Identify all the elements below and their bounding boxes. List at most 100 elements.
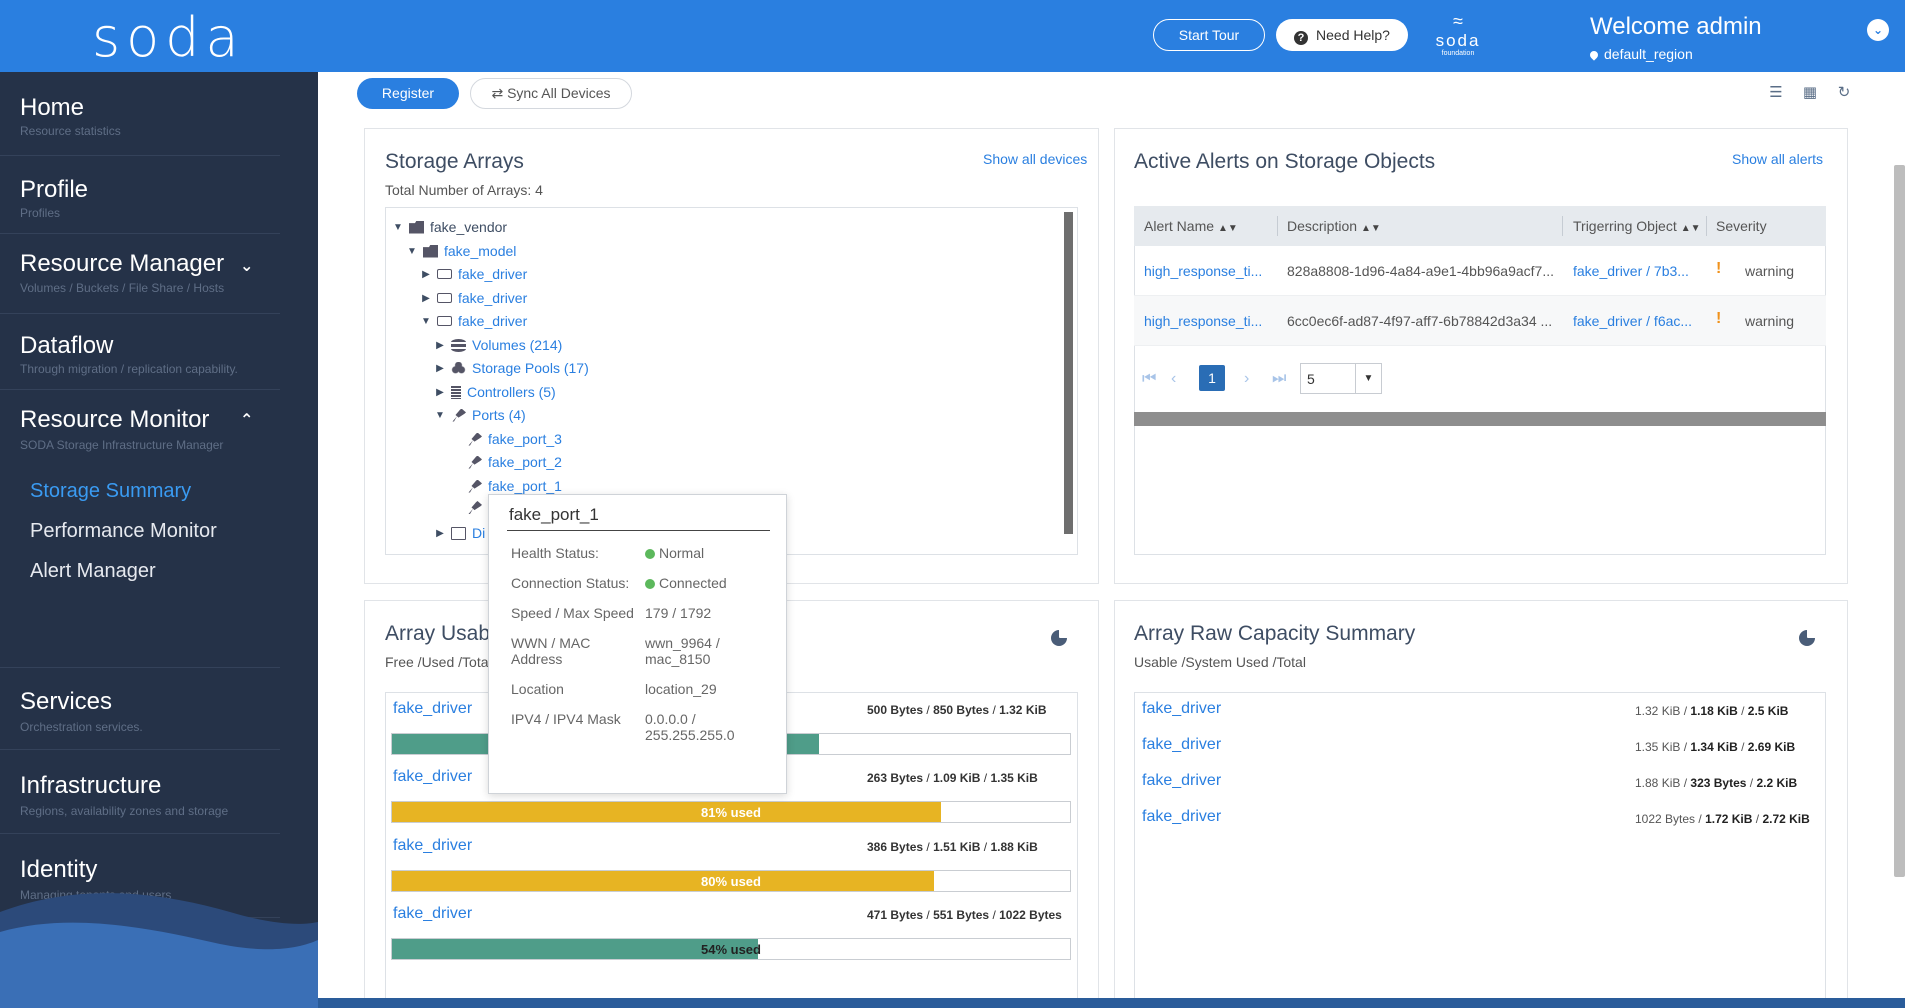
- usage-driver-link[interactable]: fake_driver: [393, 768, 473, 785]
- alert-name[interactable]: high_response_ti...: [1144, 313, 1263, 329]
- sync-all-devices-button[interactable]: ⇄ Sync All Devices: [470, 78, 632, 109]
- sync-label: Sync All Devices: [507, 85, 611, 101]
- tree-node-port[interactable]: fake_port_3: [467, 431, 562, 447]
- table-horizontal-scrollbar[interactable]: [1134, 412, 1826, 426]
- raw-driver-link[interactable]: fake_driver: [1142, 772, 1222, 789]
- usage-driver-link[interactable]: fake_driver: [393, 700, 473, 717]
- pie-chart-icon[interactable]: [1051, 630, 1067, 646]
- bottom-strip: [318, 998, 1905, 1008]
- raw-driver-link[interactable]: fake_driver: [1142, 736, 1222, 753]
- table-row[interactable]: high_response_ti... 828a8808-1d96-4a84-a…: [1134, 246, 1826, 296]
- raw-driver-link[interactable]: fake_driver: [1142, 700, 1222, 717]
- caret-down-icon[interactable]: ▼: [393, 221, 403, 233]
- page-size-select[interactable]: 5 ▼: [1300, 363, 1382, 394]
- tree-node-ports[interactable]: ▼ Ports (4): [435, 407, 526, 423]
- caret-right-icon[interactable]: ▶: [436, 362, 444, 374]
- first-page-icon[interactable]: ⏮: [1142, 370, 1157, 387]
- tree-node-port[interactable]: [467, 501, 482, 514]
- sidebar-item-infrastructure[interactable]: Infrastructure Regions, availability zon…: [0, 750, 280, 834]
- usage-free: 263 Bytes: [867, 771, 924, 785]
- tree-node-controllers[interactable]: ▶ Controllers (5): [435, 384, 556, 400]
- plug-icon: [452, 408, 466, 422]
- start-tour-button[interactable]: Start Tour: [1153, 19, 1265, 51]
- sidebar-item-resource-monitor[interactable]: Resource Monitor ⌃ SODA Storage Infrastr…: [0, 390, 280, 668]
- need-help-button[interactable]: ? Need Help?: [1276, 19, 1408, 51]
- prev-page-icon[interactable]: ‹: [1171, 370, 1177, 387]
- tree-label: Storage Pools (17): [472, 360, 589, 376]
- caret-right-icon[interactable]: ▶: [422, 292, 430, 304]
- sidebar-item-resource-manager[interactable]: Resource Manager ⌄ Volumes / Buckets / F…: [0, 234, 280, 314]
- caret-right-icon[interactable]: ▶: [436, 527, 444, 539]
- plug-icon: [468, 455, 482, 469]
- usage-total: 1.32 KiB: [999, 703, 1047, 717]
- tree-node-port[interactable]: fake_port_2: [467, 454, 562, 470]
- usage-total: 1.88 KiB: [990, 840, 1038, 854]
- next-page-icon[interactable]: ›: [1244, 370, 1250, 387]
- col-description[interactable]: Description ▲▼: [1287, 218, 1381, 234]
- sidebar-link-alert-manager[interactable]: Alert Manager: [30, 560, 156, 582]
- raw-values: 1.35 KiB / 1.34 KiB / 2.69 KiB: [1635, 740, 1796, 754]
- tree-node-driver[interactable]: ▶ fake_driver: [421, 266, 527, 282]
- list-view-icon[interactable]: ☰: [1769, 84, 1783, 101]
- tree-node-driver[interactable]: ▼ fake_driver: [421, 313, 527, 329]
- tree-label: fake_model: [444, 243, 517, 259]
- caret-down-icon[interactable]: ▼: [435, 409, 445, 421]
- caret-right-icon[interactable]: ▶: [436, 339, 444, 351]
- usage-driver-link[interactable]: fake_driver: [393, 837, 473, 854]
- tree-label: Controllers (5): [467, 384, 556, 400]
- show-all-devices-link[interactable]: Show all devices: [983, 151, 1088, 167]
- refresh-icon[interactable]: ↻: [1837, 84, 1851, 101]
- caret-right-icon[interactable]: ▶: [436, 386, 444, 398]
- caret-right-icon[interactable]: ▶: [422, 268, 430, 280]
- alert-name[interactable]: high_response_ti...: [1144, 263, 1263, 279]
- usage-fill: [392, 871, 935, 891]
- alert-description: 6cc0ec6f-ad87-4f97-aff7-6b78842d3a34 ...: [1287, 313, 1553, 329]
- caret-down-icon[interactable]: ▼: [421, 315, 431, 327]
- sidebar: Home Resource statistics Profile Profile…: [0, 72, 318, 1008]
- sidebar-item-services[interactable]: Services Orchestration services.: [0, 668, 280, 750]
- array-raw-subtitle: Usable /System Used /Total: [1134, 654, 1306, 670]
- brand-sub: foundation: [1441, 50, 1475, 57]
- col-severity[interactable]: Severity: [1716, 218, 1767, 234]
- alert-object[interactable]: fake_driver / 7b3...: [1573, 263, 1689, 279]
- sidebar-item-home[interactable]: Home Resource statistics: [0, 72, 280, 156]
- tree-node-disks[interactable]: ▶ Di: [435, 525, 485, 541]
- register-button[interactable]: Register: [357, 78, 459, 109]
- pie-chart-icon[interactable]: [1799, 630, 1815, 646]
- grid-view-icon[interactable]: ▦: [1802, 84, 1818, 101]
- alert-object[interactable]: fake_driver / f6ac...: [1573, 313, 1693, 329]
- usage-used: 850 Bytes: [933, 703, 990, 717]
- col-alert-name[interactable]: Alert Name ▲▼: [1144, 218, 1238, 234]
- tree-label: Volumes (214): [472, 337, 563, 353]
- table-row[interactable]: high_response_ti... 6cc0ec6f-ad87-4f97-a…: [1134, 296, 1826, 346]
- tree-scrollbar[interactable]: [1064, 212, 1073, 534]
- tree-node-driver[interactable]: ▶ fake_driver: [421, 290, 527, 306]
- sidebar-item-sub: Regions, availability zones and storage: [20, 804, 229, 818]
- sidebar-item-title: Identity: [20, 856, 98, 883]
- tooltip-value: 179 / 1792: [645, 605, 712, 621]
- show-all-alerts-link[interactable]: Show all alerts: [1732, 151, 1824, 167]
- sidebar-item-dataflow[interactable]: Dataflow Through migration / replication…: [0, 314, 280, 390]
- folder-open-icon: [409, 220, 424, 234]
- tree-node-volumes[interactable]: ▶ Volumes (214): [435, 337, 562, 353]
- caret-down-icon[interactable]: ▼: [407, 245, 417, 257]
- tree-node-vendor[interactable]: ▼ fake_vendor: [393, 219, 507, 235]
- active-alerts-panel: [1114, 128, 1848, 584]
- col-triggering-object[interactable]: Trigerring Object ▲▼: [1573, 218, 1701, 234]
- tree-node-port[interactable]: fake_port_1: [467, 478, 562, 494]
- tree-node-pools[interactable]: ▶ Storage Pools (17): [435, 360, 589, 376]
- page-scrollbar[interactable]: [1894, 165, 1905, 877]
- user-menu-chevron-icon[interactable]: ⌄: [1867, 19, 1889, 41]
- sidebar-item-title: Dataflow: [20, 332, 114, 359]
- page-number-button[interactable]: 1: [1199, 365, 1225, 391]
- exclamation-icon: !: [1716, 260, 1722, 277]
- usage-driver-link[interactable]: fake_driver: [393, 905, 473, 922]
- sidebar-link-performance-monitor[interactable]: Performance Monitor: [30, 520, 217, 542]
- soda-logo[interactable]: soda: [92, 6, 245, 69]
- last-page-icon[interactable]: ⏭: [1272, 370, 1287, 387]
- tree-node-model[interactable]: ▼ fake_model: [407, 243, 516, 259]
- sidebar-link-storage-summary[interactable]: Storage Summary: [30, 480, 192, 502]
- sidebar-item-profile[interactable]: Profile Profiles: [0, 156, 280, 234]
- raw-driver-link[interactable]: fake_driver: [1142, 808, 1222, 825]
- soda-foundation-logo: ≈ soda foundation: [1428, 10, 1488, 64]
